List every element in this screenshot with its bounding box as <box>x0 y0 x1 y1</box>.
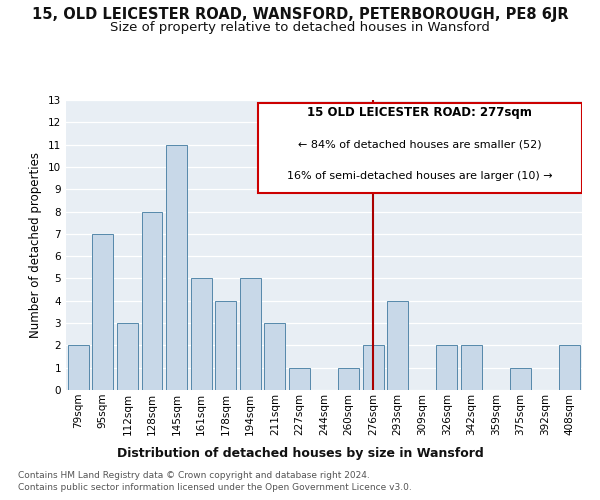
Text: 15 OLD LEICESTER ROAD: 277sqm: 15 OLD LEICESTER ROAD: 277sqm <box>307 106 532 119</box>
Text: Size of property relative to detached houses in Wansford: Size of property relative to detached ho… <box>110 22 490 35</box>
Text: ← 84% of detached houses are smaller (52): ← 84% of detached houses are smaller (52… <box>298 139 542 149</box>
FancyBboxPatch shape <box>257 103 582 193</box>
Text: Distribution of detached houses by size in Wansford: Distribution of detached houses by size … <box>116 448 484 460</box>
Bar <box>559 346 580 390</box>
Bar <box>387 301 408 390</box>
Bar <box>92 234 113 390</box>
Bar <box>510 368 531 390</box>
Text: 15, OLD LEICESTER ROAD, WANSFORD, PETERBOROUGH, PE8 6JR: 15, OLD LEICESTER ROAD, WANSFORD, PETERB… <box>32 8 568 22</box>
Bar <box>338 368 359 390</box>
Bar <box>166 144 187 390</box>
Bar <box>461 346 482 390</box>
Bar <box>191 278 212 390</box>
Bar <box>68 346 89 390</box>
Bar <box>436 346 457 390</box>
Y-axis label: Number of detached properties: Number of detached properties <box>29 152 43 338</box>
Text: Contains public sector information licensed under the Open Government Licence v3: Contains public sector information licen… <box>18 484 412 492</box>
Text: 16% of semi-detached houses are larger (10) →: 16% of semi-detached houses are larger (… <box>287 171 553 181</box>
Bar <box>215 301 236 390</box>
Bar <box>362 346 383 390</box>
Bar <box>265 323 286 390</box>
Text: Contains HM Land Registry data © Crown copyright and database right 2024.: Contains HM Land Registry data © Crown c… <box>18 471 370 480</box>
Bar <box>142 212 163 390</box>
Bar <box>240 278 261 390</box>
Bar <box>117 323 138 390</box>
Bar <box>289 368 310 390</box>
